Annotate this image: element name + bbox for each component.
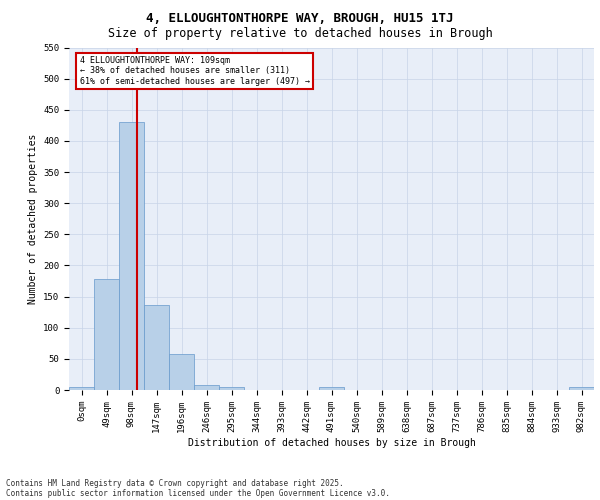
Text: 4 ELLOUGHTONTHORPE WAY: 109sqm
← 38% of detached houses are smaller (311)
61% of: 4 ELLOUGHTONTHORPE WAY: 109sqm ← 38% of … bbox=[79, 56, 310, 86]
Bar bbox=[194, 385, 219, 390]
Y-axis label: Number of detached properties: Number of detached properties bbox=[28, 134, 38, 304]
X-axis label: Distribution of detached houses by size in Brough: Distribution of detached houses by size … bbox=[188, 438, 475, 448]
Bar bbox=[219, 387, 244, 390]
Text: Contains HM Land Registry data © Crown copyright and database right 2025.: Contains HM Land Registry data © Crown c… bbox=[6, 478, 344, 488]
Text: Contains public sector information licensed under the Open Government Licence v3: Contains public sector information licen… bbox=[6, 488, 390, 498]
Bar bbox=[144, 306, 169, 390]
Bar bbox=[569, 387, 594, 390]
Bar bbox=[119, 122, 144, 390]
Bar bbox=[94, 279, 119, 390]
Bar bbox=[319, 387, 344, 390]
Text: Size of property relative to detached houses in Brough: Size of property relative to detached ho… bbox=[107, 28, 493, 40]
Text: 4, ELLOUGHTONTHORPE WAY, BROUGH, HU15 1TJ: 4, ELLOUGHTONTHORPE WAY, BROUGH, HU15 1T… bbox=[146, 12, 454, 26]
Bar bbox=[169, 354, 194, 390]
Bar bbox=[69, 387, 94, 390]
